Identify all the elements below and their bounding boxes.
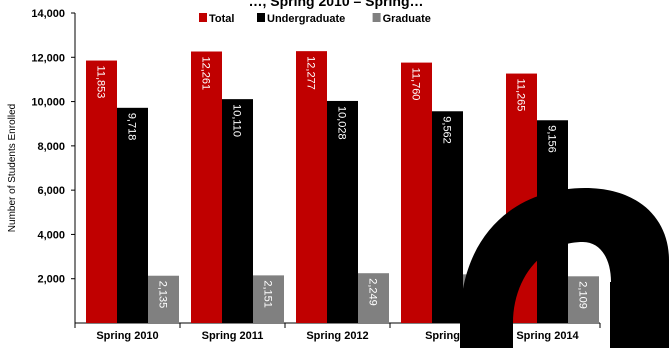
y-tick-label: 8,000 <box>37 141 65 153</box>
bar-total <box>86 60 117 324</box>
data-label: 12,277 <box>305 56 317 90</box>
bar-graduate <box>253 275 284 323</box>
x-tick-label: Spring 2010 <box>96 330 158 342</box>
occluding-block <box>610 282 669 348</box>
legend-label-graduate: Graduate <box>383 13 431 25</box>
bar-undergraduate <box>117 107 148 324</box>
y-tick-label: 6,000 <box>37 185 65 197</box>
y-axis-title: Number of Students Enrolled <box>7 104 18 232</box>
x-tick-label: Spring <box>425 330 460 342</box>
legend-swatch-graduate <box>372 13 381 22</box>
data-label: 2,109 <box>577 281 589 309</box>
data-label: 2,151 <box>262 280 274 308</box>
legend-label-total: Total <box>209 13 234 25</box>
bar-undergraduate <box>222 99 253 323</box>
legend-label-undergraduate: Undergraduate <box>267 13 345 25</box>
x-tick-label: Spring 2014 <box>516 330 579 342</box>
data-label: 2,249 <box>367 278 379 306</box>
data-label: 9,562 <box>441 116 453 144</box>
bar-undergraduate <box>432 111 463 324</box>
x-tick-label: Spring 2012 <box>306 330 368 342</box>
data-label: 9,718 <box>126 113 138 141</box>
y-tick-label: 4,000 <box>37 229 65 241</box>
y-tick-label: 14,000 <box>31 8 65 20</box>
bar-graduate <box>148 275 179 323</box>
legend-swatch-undergraduate <box>257 13 265 22</box>
bar-graduate <box>358 273 389 323</box>
bar-total <box>401 62 432 323</box>
legend-swatch-total <box>199 13 207 22</box>
data-label: 11,760 <box>410 68 422 101</box>
chart-title: …, Spring 2010 – Spring… <box>248 0 423 9</box>
data-label: 9,156 <box>546 125 558 153</box>
bar-graduate <box>568 276 599 323</box>
data-label: 10,028 <box>336 106 348 140</box>
y-tick-label: 12,000 <box>31 52 65 64</box>
data-label: 11,265 <box>515 79 527 112</box>
y-tick-label: 10,000 <box>31 97 65 109</box>
data-label: 10,110 <box>231 104 243 137</box>
data-label: 12,261 <box>200 57 212 91</box>
bar-total <box>296 51 327 324</box>
bar-undergraduate <box>327 100 358 323</box>
x-tick-label: Spring 2011 <box>202 330 264 342</box>
bar-total <box>191 51 222 323</box>
data-label: 11,853 <box>95 66 107 99</box>
data-label: 2,135 <box>157 281 169 309</box>
y-tick-label: 2,000 <box>37 274 65 286</box>
